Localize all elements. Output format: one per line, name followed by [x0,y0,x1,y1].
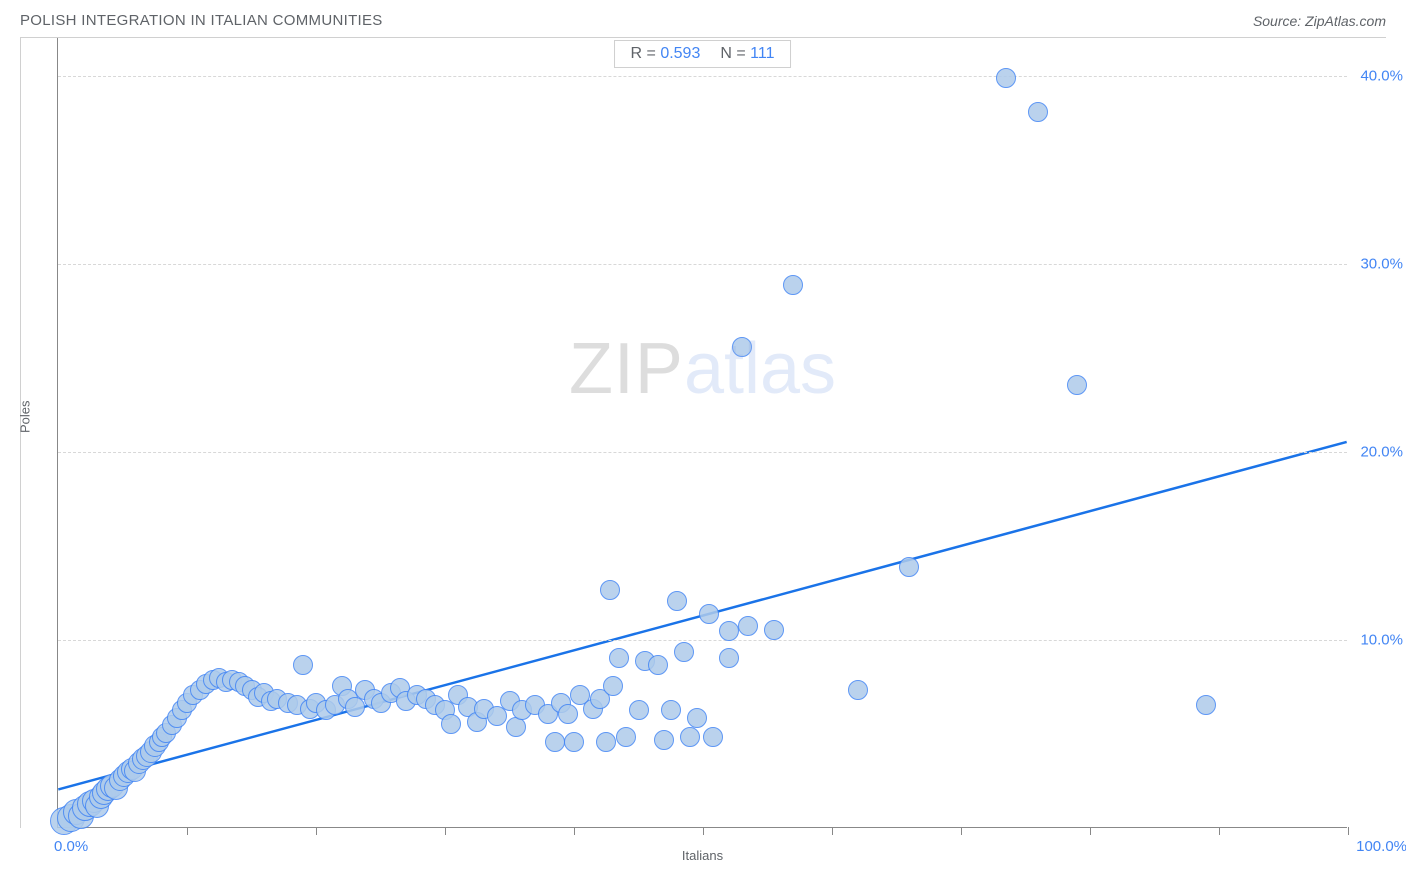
data-point [899,557,919,577]
data-point [616,727,636,747]
gridline [58,76,1347,77]
chart-container: Poles R = 0.593 N = 111 ZIPatlas Italian… [20,37,1386,828]
data-point [1067,375,1087,395]
data-point [667,591,687,611]
trend-line [58,38,1347,827]
data-point [719,648,739,668]
x-tick [1090,827,1091,835]
data-point [441,714,461,734]
watermark-zip: ZIP [569,329,684,409]
n-label: N = [720,45,745,62]
watermark: ZIPatlas [569,328,836,410]
data-point [661,700,681,720]
data-point [703,727,723,747]
data-point [1196,695,1216,715]
data-point [848,680,868,700]
plot-area: R = 0.593 N = 111 ZIPatlas Italians 0.0%… [57,38,1347,828]
x-tick [1219,827,1220,835]
x-tick [703,827,704,835]
x-tick [574,827,575,835]
data-point [558,704,578,724]
data-point [719,621,739,641]
data-point [783,275,803,295]
x-max-label: 100.0% [1356,838,1406,855]
x-tick [445,827,446,835]
data-point [293,655,313,675]
data-point [699,604,719,624]
gridline [58,264,1347,265]
r-stat: R = 0.593 [631,45,701,63]
y-tick-label: 10.0% [1360,631,1403,648]
data-point [738,616,758,636]
data-point [687,708,707,728]
data-point [648,655,668,675]
data-point [674,642,694,662]
x-tick [1348,827,1349,835]
data-point [600,580,620,600]
chart-source: Source: ZipAtlas.com [1253,13,1386,29]
y-tick-label: 20.0% [1360,443,1403,460]
y-tick-label: 40.0% [1360,67,1403,84]
gridline [58,640,1347,641]
data-point [764,620,784,640]
x-tick [961,827,962,835]
data-point [1028,102,1048,122]
data-point [596,732,616,752]
data-point [680,727,700,747]
watermark-atlas: atlas [684,329,836,409]
y-axis-label: Poles [18,400,33,433]
x-tick [832,827,833,835]
data-point [732,337,752,357]
data-point [654,730,674,750]
data-point [609,648,629,668]
x-tick [316,827,317,835]
gridline [58,452,1347,453]
r-value: 0.593 [660,45,700,62]
x-axis-label: Italians [682,848,723,863]
x-min-label: 0.0% [54,838,88,855]
r-label: R = [631,45,656,62]
x-tick [187,827,188,835]
data-point [629,700,649,720]
data-point [345,697,365,717]
data-point [564,732,584,752]
stats-box: R = 0.593 N = 111 [614,40,792,68]
data-point [996,68,1016,88]
n-value: 111 [750,45,774,62]
chart-title: POLISH INTEGRATION IN ITALIAN COMMUNITIE… [20,12,383,29]
data-point [603,676,623,696]
data-point [545,732,565,752]
y-tick-label: 30.0% [1360,255,1403,272]
n-stat: N = 111 [720,45,774,63]
